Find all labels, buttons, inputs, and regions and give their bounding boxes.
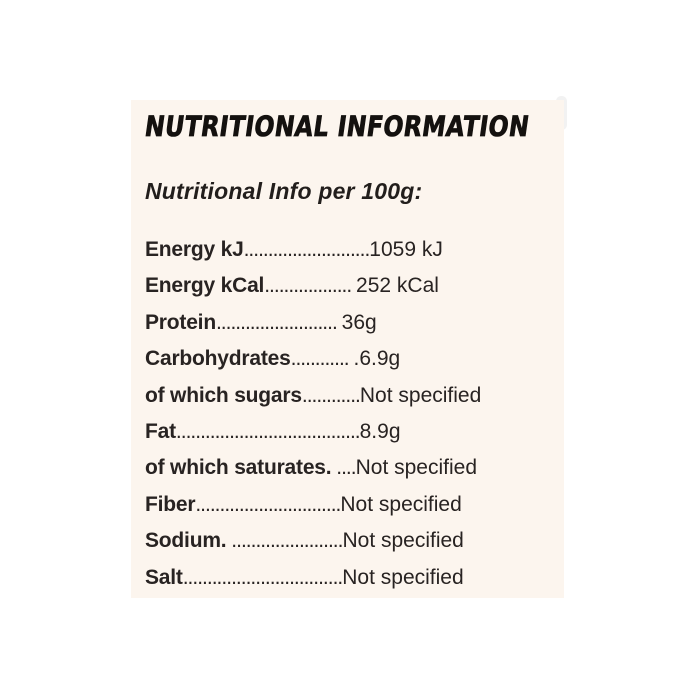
dot-leader: .......................... bbox=[243, 238, 371, 261]
nutrition-row-fat: Fat.....................................… bbox=[145, 414, 552, 450]
nutrition-subtitle: Nutritional Info per 100g: bbox=[145, 178, 423, 204]
dot-leader: ............ bbox=[301, 383, 361, 407]
nutrient-value: Not specified bbox=[342, 565, 464, 589]
nutrient-label: Fat bbox=[145, 420, 176, 444]
nutrition-title: NUTRITIONAL INFORMATION bbox=[142, 110, 532, 144]
nutrient-label: Energy kJ bbox=[145, 238, 244, 261]
nutrition-row-sodium: Sodium. .......................Not speci… bbox=[145, 523, 552, 559]
nutrient-label: of which saturates. bbox=[145, 456, 332, 480]
nutrient-value: 1059 kJ bbox=[369, 238, 443, 261]
dot-leader: ................................. bbox=[182, 565, 344, 589]
nutrient-value: Not specified bbox=[342, 529, 464, 553]
nutrient-value: .6.9g bbox=[353, 347, 401, 371]
dot-leader: ......................... bbox=[215, 310, 342, 334]
nutrition-row-fiber: Fiber..............................Not s… bbox=[145, 487, 552, 523]
nutrition-rows: Energy kJ..........................1059 … bbox=[145, 232, 552, 596]
nutrient-label: Sodium. bbox=[145, 529, 227, 553]
dot-leader: .............................. bbox=[195, 492, 341, 516]
dot-leader: ....................... bbox=[226, 529, 343, 553]
nutrient-value: Not specified bbox=[355, 456, 478, 480]
nutrient-value: Not specified bbox=[340, 492, 462, 516]
nutrient-value: Not specified bbox=[359, 383, 482, 407]
nutrition-row-protein: Protein......................... 36g bbox=[145, 305, 552, 341]
nutrient-label: Protein bbox=[145, 310, 216, 334]
nutrition-row-salt: Salt.................................Not… bbox=[145, 560, 552, 596]
dot-leader: ............ bbox=[290, 347, 354, 371]
nutrient-value: 252 kCal bbox=[356, 274, 439, 298]
nutrition-row-saturates: of which saturates. ....Not specified bbox=[145, 450, 552, 486]
nutrient-label: of which sugars bbox=[145, 383, 302, 407]
nutrition-row-sugars: of which sugars............Not specified bbox=[145, 378, 552, 414]
nutrient-label: Salt bbox=[145, 565, 183, 589]
nutrition-label-panel: NUTRITIONAL INFORMATION Nutritional Info… bbox=[131, 100, 564, 598]
nutrient-value: 36g bbox=[341, 310, 377, 334]
dot-leader: .... bbox=[331, 456, 356, 480]
dot-leader: ...................................... bbox=[175, 420, 361, 444]
nutrient-label: Carbohydrates bbox=[145, 347, 291, 371]
nutrition-row-energy-kcal: Energy kCal.................. 252 kCal bbox=[145, 268, 552, 304]
nutrient-label: Energy kCal bbox=[145, 274, 265, 298]
nutrition-row-carbohydrates: Carbohydrates............ .6.9g bbox=[145, 341, 552, 377]
nutrition-row-energy-kj: Energy kJ..........................1059 … bbox=[145, 232, 552, 268]
nutrient-label: Fiber bbox=[145, 492, 196, 516]
nutrient-value: 8.9g bbox=[359, 420, 401, 444]
dot-leader: .................. bbox=[264, 274, 357, 298]
